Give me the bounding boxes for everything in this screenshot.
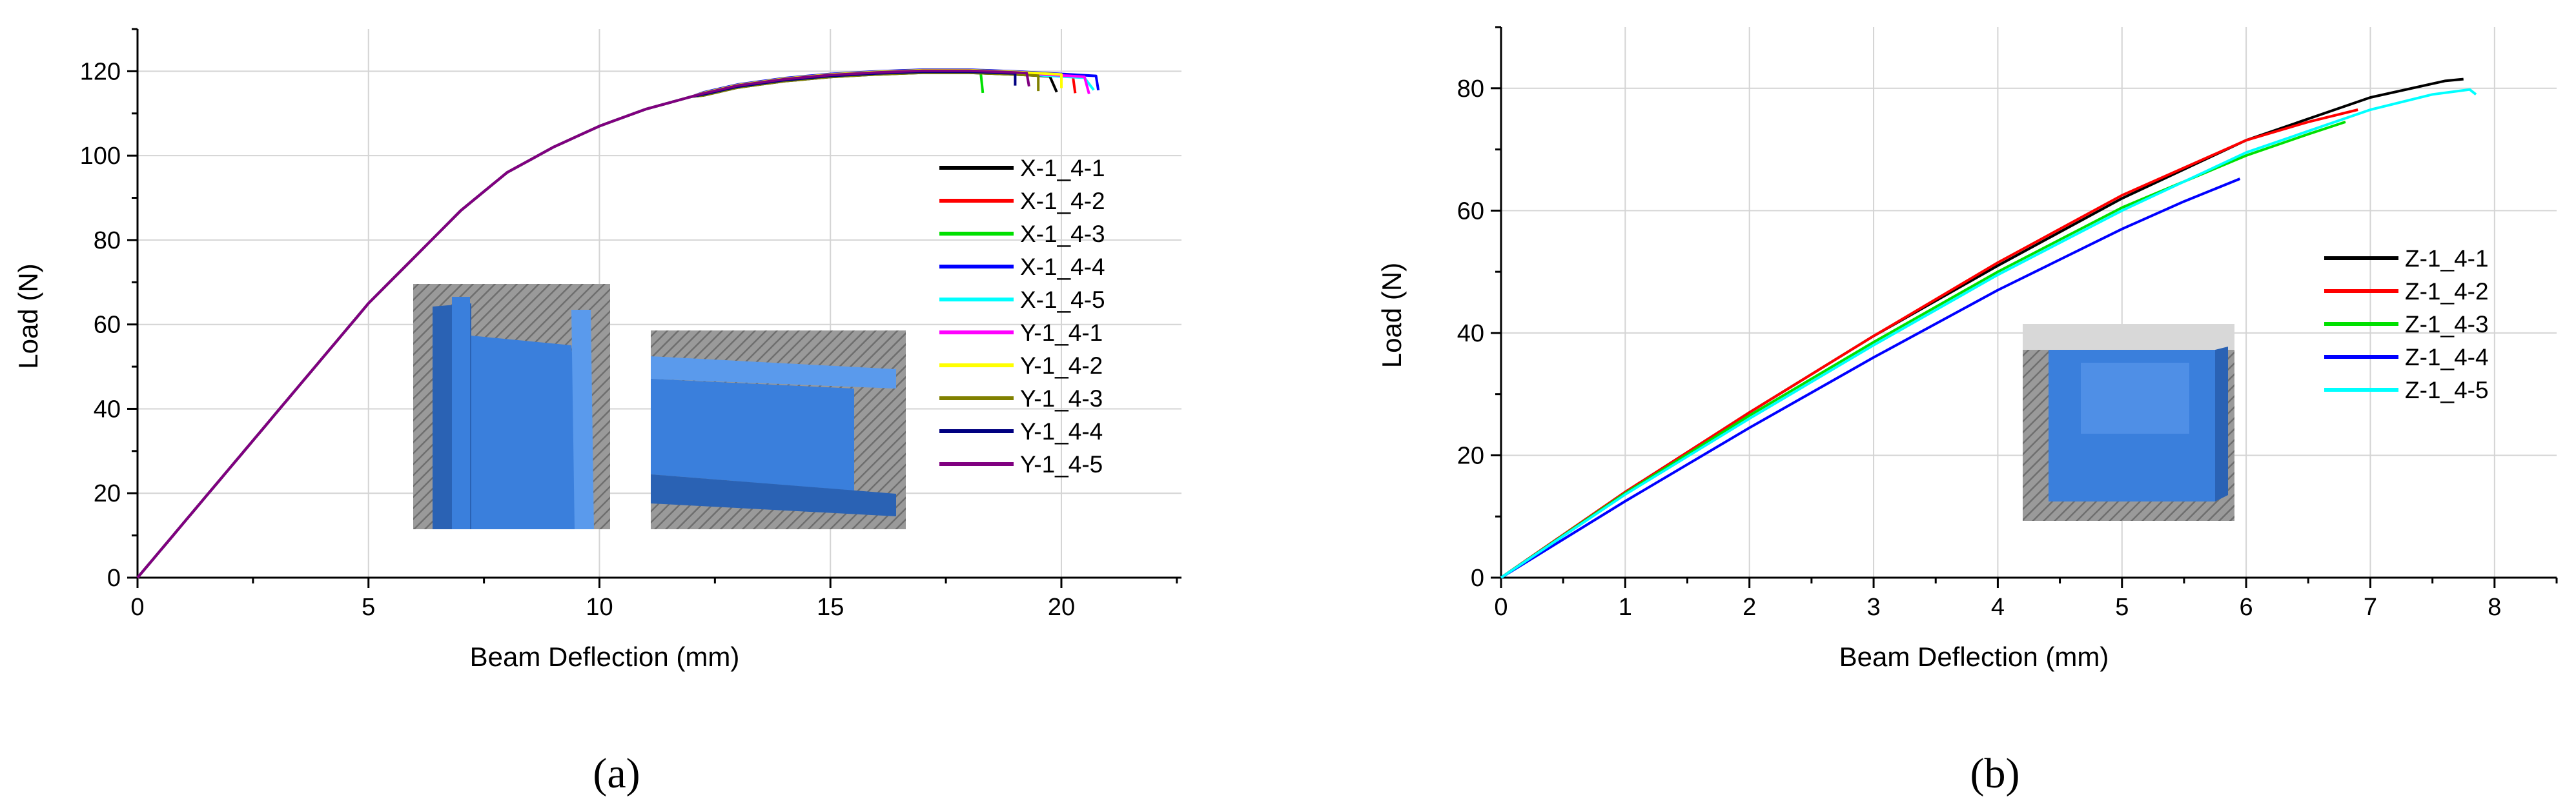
y-tick-label: 0 [1471,565,1484,592]
y-tick-label: 60 [94,312,121,339]
x-tick-label: 6 [2240,594,2253,621]
inset-image-x [413,284,610,529]
x-tick-label: 7 [2364,594,2377,621]
y-tick-label: 40 [94,396,121,423]
legend-label: X-1_4-4 [1020,254,1105,280]
y-tick-label: 0 [107,565,121,592]
y-axis-title: Load (N) [1376,263,1407,368]
y-tick-label: 20 [1457,442,1484,469]
legend-label: Z-1_4-4 [2405,344,2489,370]
inset-shape [471,336,588,529]
x-tick-label: 5 [362,594,375,621]
inset-shape [651,356,896,389]
y-tick-label: 80 [1457,76,1484,103]
legend-label: X-1_4-2 [1020,188,1105,214]
legend-label: Y-1_4-2 [1020,352,1103,379]
x-tick-label: 3 [1866,594,1880,621]
legend-label: Z-1_4-2 [2405,278,2489,305]
y-axis-title: Load (N) [13,263,43,369]
series-line-X-1_4-4 [136,68,1100,579]
y-tick-label: 120 [80,58,121,85]
series-line-Z-1_4-2 [1500,108,2358,579]
x-axis-title: Beam Deflection (mm) [470,642,740,672]
legend-label: Y-1_4-3 [1020,385,1103,412]
legend-label: Z-1_4-1 [2405,245,2489,272]
inset-image-y [651,330,906,529]
y-tick-label: 20 [94,480,121,507]
inset-shape [452,297,470,529]
x-axis-title: Beam Deflection (mm) [1839,642,2109,672]
inset-shape [2023,324,2234,350]
y-tick-label: 100 [80,143,121,170]
legend-label: Y-1_4-1 [1020,319,1103,346]
inset-image-z [2023,324,2234,521]
x-tick-label: 15 [817,594,844,621]
panel-label-b: (b) [1970,750,2020,797]
series-line-Z-1_4-5 [1500,88,2477,579]
y-tick-label: 80 [94,227,121,254]
x-tick-label: 2 [1743,594,1756,621]
x-tick-label: 1 [1619,594,1632,621]
inset-shape [2215,347,2228,501]
legend-label: Y-1_4-4 [1020,418,1103,445]
inset-shape [651,379,854,491]
inset-shape [651,474,896,516]
x-tick-label: 20 [1048,594,1075,621]
chart-panel-a: 0 5 10 15 20 0 20 40 60 80 100 120 Beam Deflection (… [13,28,1181,672]
series-line-Y-1_4-5 [136,69,1030,579]
y-tick-label: 40 [1457,320,1484,347]
series-line-Z-1_4-3 [1500,121,2346,579]
legend-label: Y-1_4-5 [1020,451,1103,478]
legend-label: X-1_4-3 [1020,221,1105,247]
inset-shape [2081,363,2189,434]
y-tick-label: 60 [1457,197,1484,225]
legend-label: X-1_4-1 [1020,155,1105,181]
x-tick-label: 0 [130,594,144,621]
x-tick-label: 10 [586,594,613,621]
series-line-Z-1_4-4 [1500,177,2241,579]
x-tick-label: 0 [1494,594,1508,621]
legend-label: Z-1_4-3 [2405,311,2489,338]
legend-label: X-1_4-5 [1020,287,1105,313]
panel-label-a: (a) [593,750,640,797]
inset-shape [571,310,594,529]
x-tick-label: 5 [2115,594,2129,621]
series-line-Z-1_4-1 [1500,77,2464,579]
legend-label: Z-1_4-5 [2405,377,2489,403]
x-tick-label: 4 [1991,594,2005,621]
x-tick-label: 8 [2488,594,2501,621]
